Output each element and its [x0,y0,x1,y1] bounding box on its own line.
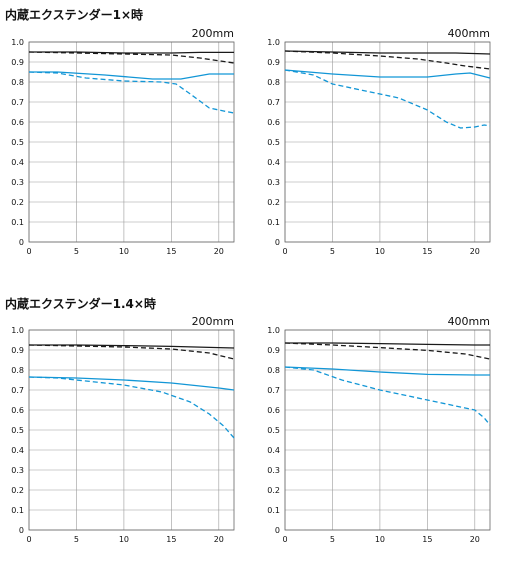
x-tick-label: 5 [330,535,335,544]
y-tick-label: 0.5 [11,426,24,435]
y-tick-label: 0.8 [11,78,24,87]
chart-svg: 400mm 0 0.1 0.2 0.3 0.4 0.5 0.6 0.7 0.8 0.9 1.0 0 5 10… [267,27,491,256]
y-tick-label: 0.1 [267,218,280,227]
x-tick-label: 20 [470,535,480,544]
x-tick-label: 15 [166,535,176,544]
y-tick-label: 0 [19,238,24,247]
plot-frame [28,329,235,531]
chart-svg: 200mm 0 0.1 0.2 0.3 0.4 0.5 0.6 0.7 0.8 0.9 1.0 0 5 10… [11,27,235,256]
y-tick-label: 1.0 [267,326,280,335]
x-tick-label: 10 [375,247,385,256]
series-line-black-dashed [28,51,235,64]
y-tick-label: 0.6 [11,406,24,415]
y-tick-label: 1.0 [11,38,24,47]
y-tick-label: 0.5 [267,138,280,147]
series-line-blue-solid [284,366,490,376]
y-tick-label: 0 [19,526,24,535]
x-tick-label: 0 [26,535,31,544]
y-tick-label: 0.7 [11,386,24,395]
x-tick-label: 10 [375,535,385,544]
y-tick-label: 1.0 [11,326,24,335]
series-line-black-solid [29,344,235,349]
x-tick-label: 0 [282,247,287,256]
y-tick-label: 0.7 [267,98,280,107]
mtf-chart-1-4x-200mm: 200mm 0 0.1 0.2 0.3 0.4 0.5 0.6 0.7 0.8 0.9 1.0 0 5 10… [4,314,244,544]
plot-frame [284,41,491,243]
plot-frame [284,329,491,531]
mtf-chart-1x-200mm: 200mm 0 0.1 0.2 0.3 0.4 0.5 0.6 0.7 0.8 0.9 1.0 0 5 10… [4,26,244,256]
y-tick-label: 0.1 [267,506,280,515]
x-tick-label: 20 [470,247,480,256]
y-tick-label: 0.9 [11,346,24,355]
mtf-chart-1-4x-400mm: 400mm 0 0.1 0.2 0.3 0.4 0.5 0.6 0.7 0.8 0.9 1.0 0 5 10… [260,314,500,544]
x-tick-label: 20 [214,535,224,544]
chart-title: 400mm [448,315,490,328]
y-tick-label: 0.9 [11,58,24,67]
y-tick-label: 0.8 [11,366,24,375]
y-tick-label: 0.9 [267,346,280,355]
y-tick-label: 0.2 [267,486,280,495]
x-tick-label: 15 [422,535,432,544]
chart-title: 200mm [192,27,234,40]
series-line-blue-dashed [28,71,235,114]
y-tick-label: 1.0 [267,38,280,47]
chart-title: 400mm [448,27,490,40]
y-tick-label: 0 [275,526,280,535]
y-tick-label: 0.3 [267,466,280,475]
y-tick-label: 0.4 [267,158,280,167]
x-tick-label: 0 [26,247,31,256]
y-tick-label: 0 [275,238,280,247]
series-line-blue-dashed [284,69,491,129]
series-line-blue-solid [284,69,491,79]
x-tick-label: 20 [214,247,224,256]
y-tick-label: 0.5 [11,138,24,147]
y-tick-label: 0.4 [267,446,280,455]
mtf-chart-1x-400mm: 400mm 0 0.1 0.2 0.3 0.4 0.5 0.6 0.7 0.8 0.9 1.0 0 5 10… [260,26,500,256]
series-line-blue-solid [28,376,235,391]
chart-svg: 400mm 0 0.1 0.2 0.3 0.4 0.5 0.6 0.7 0.8 0.9 1.0 0 5 10… [267,315,491,544]
y-tick-label: 0.2 [267,198,280,207]
x-tick-label: 10 [119,535,129,544]
x-tick-label: 15 [422,247,432,256]
y-tick-label: 0.4 [11,446,24,455]
x-tick-label: 5 [74,535,79,544]
y-tick-label: 0.1 [11,506,24,515]
x-tick-label: 5 [74,247,79,256]
chart-svg: 200mm 0 0.1 0.2 0.3 0.4 0.5 0.6 0.7 0.8 0.9 1.0 0 5 10… [11,315,235,544]
section-title-1-4x: 内蔵エクステンダー1.4×時 [5,297,156,311]
series-line-blue-solid [29,71,234,80]
y-tick-label: 0.8 [267,78,280,87]
y-tick-label: 0.2 [11,198,24,207]
y-tick-label: 0.6 [267,118,280,127]
series-line-black-solid [29,51,234,54]
series-line-black-solid [284,50,491,55]
series-line-black-dashed [28,344,235,360]
y-tick-label: 0.7 [267,386,280,395]
chart-title: 200mm [192,315,234,328]
y-tick-label: 0.7 [11,98,24,107]
y-tick-label: 0.3 [11,178,24,187]
x-tick-label: 5 [330,247,335,256]
y-tick-label: 0.8 [267,366,280,375]
y-tick-label: 0.3 [267,178,280,187]
series-line-black-dashed [284,342,491,360]
x-tick-label: 0 [282,535,287,544]
series-line-blue-dashed [284,366,491,426]
y-tick-label: 0.3 [11,466,24,475]
y-tick-label: 0.1 [11,218,24,227]
y-tick-label: 0.6 [267,406,280,415]
y-tick-label: 0.5 [267,426,280,435]
plot-frame [28,41,235,243]
x-tick-label: 10 [119,247,129,256]
x-tick-label: 15 [166,247,176,256]
section-title-1x: 内蔵エクステンダー1×時 [5,8,144,22]
series-line-black-solid [285,342,490,346]
y-tick-label: 0.4 [11,158,24,167]
y-tick-label: 0.9 [267,58,280,67]
y-tick-label: 0.6 [11,118,24,127]
y-tick-label: 0.2 [11,486,24,495]
